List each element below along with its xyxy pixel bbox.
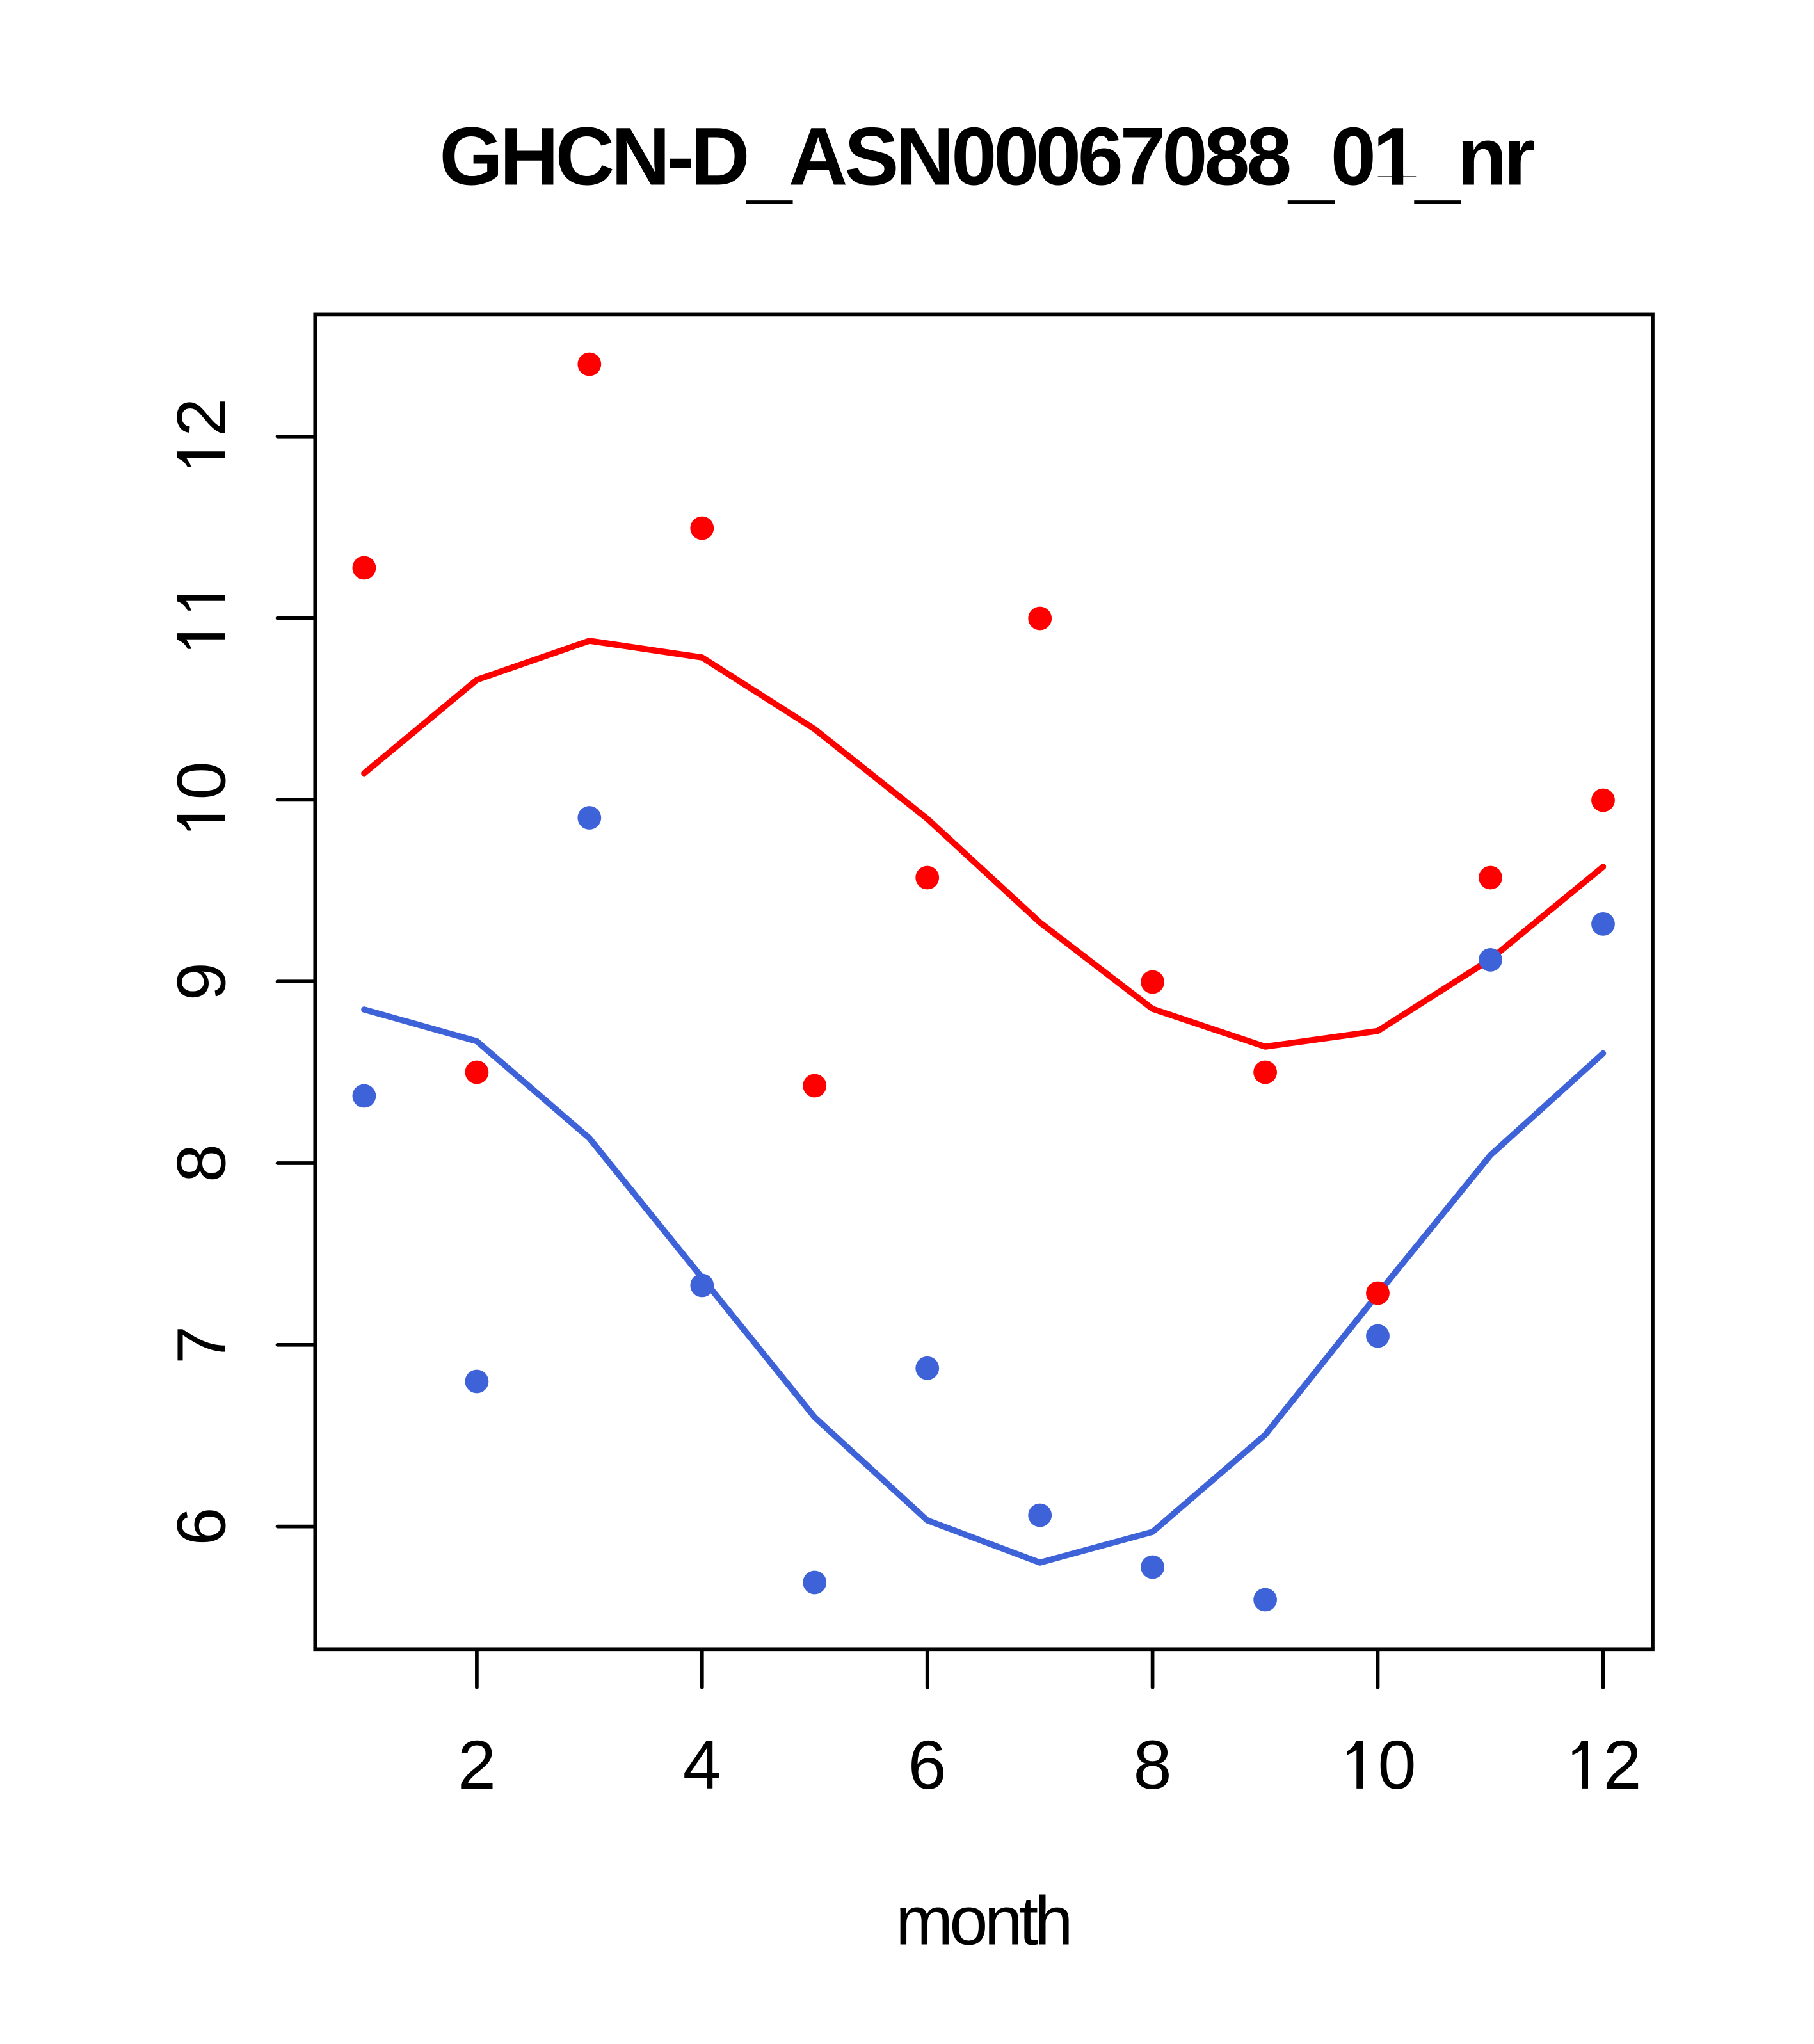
svg-text:9: 9 (162, 962, 239, 1001)
svg-text:2: 2 (162, 398, 239, 437)
svg-text:8: 8 (1134, 1726, 1172, 1803)
svg-text:0: 0 (1377, 1726, 1416, 1803)
svg-text:7: 7 (162, 1326, 239, 1364)
svg-text:2: 2 (1603, 1726, 1641, 1803)
svg-text:2: 2 (458, 1726, 496, 1803)
svg-text:4: 4 (683, 1726, 721, 1803)
svg-text:0: 0 (162, 761, 239, 800)
svg-text:6: 6 (908, 1726, 947, 1803)
svg-text:GHCN-D_ASN00067088_01_nr: GHCN-D_ASN00067088_01_nr (439, 111, 1534, 212)
svg-text:8: 8 (162, 1144, 239, 1182)
svg-text:6: 6 (162, 1508, 239, 1546)
svg-text:month: month (895, 1882, 1070, 1960)
